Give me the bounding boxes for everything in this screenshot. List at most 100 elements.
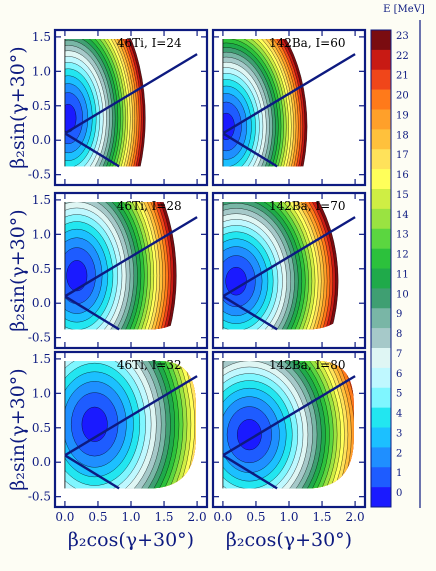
colorbar-label: 2: [396, 448, 402, 459]
x-tick-label: 2.0: [188, 510, 207, 524]
colorbar-swatch: [371, 328, 391, 349]
x-tick-label: 0.5: [246, 510, 265, 524]
gamma-line-lower: [64, 454, 120, 490]
contour-map: [64, 38, 146, 167]
gamma-line-lower: [222, 454, 278, 490]
gamma-line-upper: [64, 216, 198, 298]
y-tick-label: 1.5: [32, 30, 51, 44]
panel-label: 142Ba, I=80: [269, 358, 346, 372]
y-tick-label: -0.5: [28, 331, 51, 345]
colorbar-label: 14: [396, 210, 409, 221]
contour-map: [222, 38, 308, 167]
colorbar-label: 22: [396, 51, 409, 62]
colorbar-swatch: [371, 49, 391, 71]
panel-3: 142Ba, I=70: [211, 191, 367, 350]
y-tick-label: 0.5: [32, 421, 51, 435]
colorbar-swatch: [371, 268, 391, 289]
colorbar-label: 11: [396, 269, 409, 280]
y-tick-label: -0.5: [28, 168, 51, 182]
colorbar-swatch: [371, 447, 391, 468]
colorbar-swatch: [371, 169, 391, 190]
y-axis-label: β₂sin(γ+30°): [7, 209, 29, 331]
colorbar-label: 7: [396, 349, 402, 360]
colorbar-swatch: [371, 149, 391, 170]
y-axis-label: β₂sin(γ+30°): [7, 46, 29, 168]
colorbar-swatch: [371, 69, 391, 90]
y-tick-label: 0.5: [32, 99, 51, 113]
colorbar-label: 20: [396, 91, 409, 102]
colorbar-label: 9: [396, 309, 402, 320]
panel-label: 46Ti, I=28: [117, 199, 182, 213]
colorbar-label: 5: [396, 389, 402, 400]
y-tick-label: 1.0: [32, 227, 51, 241]
colorbar-label: 23: [396, 31, 409, 42]
gamma-line-lower: [222, 132, 278, 168]
y-tick-label: 0.0: [32, 455, 51, 469]
colorbar-swatch: [371, 129, 391, 150]
axes-labels-group: β₂cos(γ+30°) β₂cos(γ+30°) β₂sin(γ+30°) β₂si…: [7, 46, 352, 551]
y-tick-label: 0.5: [32, 262, 51, 276]
colorbar-swatch: [371, 189, 391, 210]
colorbar-swatch: [371, 407, 391, 428]
colorbar-label: 6: [396, 369, 402, 380]
x-tick-label: 1.0: [279, 510, 298, 524]
contour-map: [64, 360, 196, 489]
y-tick-label: 1.5: [32, 193, 51, 207]
colorbar-label: 0: [396, 488, 402, 499]
gamma-line-lower: [222, 295, 278, 331]
colorbar-label: 13: [396, 230, 409, 241]
panel-2: 46Ti, I=28 -0.5 0.0 0.5 1.0 1.5: [28, 191, 209, 350]
y-tick-label: 1.0: [32, 64, 51, 78]
x-axis-label: β₂cos(γ+30°): [68, 529, 194, 551]
colorbar-label: 15: [396, 190, 409, 201]
y-tick-label: 0.0: [32, 296, 51, 310]
y-tick-label: 1.0: [32, 386, 51, 400]
gamma-line-upper: [222, 375, 356, 457]
panel-1: 142Ba, I=60: [211, 28, 367, 187]
colorbar-label: 17: [396, 150, 409, 161]
panel-label: 142Ba, I=70: [269, 199, 346, 213]
y-tick-label: 0.0: [32, 133, 51, 147]
panel-4: 46Ti, I=32 0.0 0.5 1.0 1.5 2.0 -0.5 0.0 0.5 1.0 1.…: [28, 350, 209, 524]
x-tick-label: 0.0: [213, 510, 232, 524]
colorbar: E [MeV]232221201918171615141312111098765…: [370, 4, 425, 508]
gamma-line-upper: [222, 216, 356, 298]
colorbar-label: 4: [396, 409, 402, 420]
colorbar-swatch: [371, 467, 391, 488]
colorbar-swatch: [371, 89, 391, 110]
x-tick-label: 0.0: [55, 510, 74, 524]
colorbar-label: 1: [396, 468, 402, 479]
colorbar-label: 18: [396, 130, 409, 141]
colorbar-swatch: [371, 387, 391, 408]
colorbar-label: 19: [396, 110, 409, 121]
x-tick-label: 0.5: [88, 510, 107, 524]
colorbar-swatch: [371, 348, 391, 369]
gamma-line-upper: [64, 53, 198, 135]
panels-group: 46Ti, I=24 -0.5 0.0 0.5 1.0 1.5 142Ba, I=60 46T…: [28, 28, 367, 524]
colorbar-swatch: [371, 308, 391, 329]
colorbar-swatch: [371, 228, 391, 249]
colorbar-label: 8: [396, 329, 402, 340]
gamma-line-upper: [222, 53, 356, 135]
colorbar-swatch: [371, 367, 391, 389]
contour-level-0: [225, 267, 247, 296]
panel-0: 46Ti, I=24 -0.5 0.0 0.5 1.0 1.5: [28, 28, 209, 187]
gamma-line-lower: [64, 132, 120, 168]
contour-level-0: [66, 260, 88, 292]
panel-label: 142Ba, I=60: [269, 36, 346, 50]
colorbar-label: 10: [396, 289, 409, 300]
gamma-line-upper: [64, 375, 198, 457]
x-tick-label: 1.5: [154, 510, 173, 524]
x-tick-label: 1.0: [121, 510, 140, 524]
y-tick-label: -0.5: [28, 490, 51, 504]
colorbar-label: 21: [396, 71, 409, 82]
colorbar-label: 16: [396, 170, 409, 181]
colorbar-swatch: [371, 30, 391, 51]
contour-map: [222, 360, 354, 489]
contour-map: [64, 201, 177, 330]
x-tick-label: 1.5: [312, 510, 331, 524]
colorbar-swatch: [371, 248, 391, 269]
x-axis-label: β₂cos(γ+30°): [226, 529, 352, 551]
colorbar-frame: [370, 29, 392, 508]
